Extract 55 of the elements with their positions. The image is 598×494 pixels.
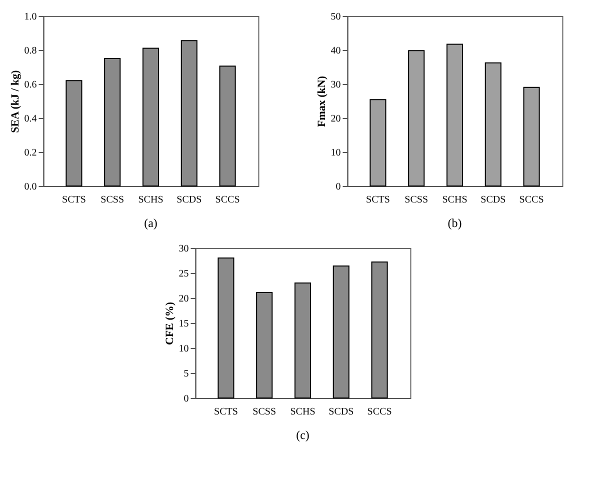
bar bbox=[408, 50, 425, 186]
bar bbox=[104, 58, 121, 186]
x-tick-label: SCCS bbox=[367, 406, 392, 418]
text: (c) bbox=[296, 428, 310, 442]
y-tick-label: 5 bbox=[184, 368, 189, 380]
bar bbox=[523, 86, 540, 186]
x-tick-label: SCHS bbox=[138, 194, 164, 206]
bar bbox=[484, 62, 502, 186]
bar bbox=[370, 99, 386, 186]
y-tick-label: 15 bbox=[178, 318, 189, 330]
y-tick-label: 30 bbox=[330, 80, 341, 90]
y-tick-label: 40 bbox=[330, 46, 341, 56]
y-axis-title: SEA (kJ / kg) bbox=[9, 70, 22, 133]
x-tick-label: SCHS bbox=[442, 194, 468, 206]
y-tick-label: 10 bbox=[178, 344, 189, 354]
y-tick-label: 0.8 bbox=[24, 46, 37, 56]
x-tick-label: SCDS bbox=[176, 194, 202, 206]
y-tick-label: 1.0 bbox=[24, 12, 37, 22]
bar bbox=[218, 258, 234, 398]
bar bbox=[371, 262, 388, 398]
bar bbox=[219, 66, 236, 186]
y-tick-label: 0 bbox=[336, 182, 341, 192]
text: (a) bbox=[144, 216, 158, 230]
x-tick-label: SCSS bbox=[252, 406, 276, 418]
bar bbox=[256, 292, 273, 398]
x-tick-label: SCTS bbox=[62, 194, 86, 206]
y-tick-label: 0.2 bbox=[24, 148, 37, 158]
y-tick-label: 25 bbox=[178, 268, 189, 280]
y-axis-title: CFE (%) bbox=[164, 302, 176, 346]
y-tick-label: 0.6 bbox=[24, 80, 37, 90]
bar bbox=[332, 266, 350, 398]
y-tick-label: 50 bbox=[330, 12, 341, 22]
bar bbox=[66, 80, 82, 186]
x-tick-label: SCTS bbox=[366, 194, 390, 206]
y-tick-label: 20 bbox=[178, 294, 189, 304]
bar bbox=[142, 48, 160, 186]
x-tick-label: SCSS bbox=[100, 194, 124, 206]
y-axis-title: Fmax (kN) bbox=[316, 76, 328, 128]
text: (b) bbox=[448, 216, 462, 230]
y-tick-label: 0.4 bbox=[24, 114, 37, 124]
x-tick-label: SCDS bbox=[328, 406, 354, 418]
x-tick-label: SCTS bbox=[214, 406, 238, 418]
x-tick-label: SCDS bbox=[480, 194, 506, 206]
y-tick-label: 0.0 bbox=[24, 182, 37, 192]
x-tick-label: SCSS bbox=[404, 194, 428, 206]
x-tick-label: SCCS bbox=[519, 194, 544, 206]
x-tick-label: SCHS bbox=[290, 406, 316, 418]
bar bbox=[180, 40, 198, 186]
y-tick-label: 0 bbox=[184, 394, 189, 404]
y-tick-label: 20 bbox=[330, 114, 341, 124]
bar bbox=[294, 282, 312, 398]
y-tick-label: 10 bbox=[330, 148, 341, 158]
x-tick-label: SCCS bbox=[215, 194, 240, 206]
y-tick-label: 30 bbox=[178, 244, 189, 254]
bar bbox=[446, 44, 464, 186]
